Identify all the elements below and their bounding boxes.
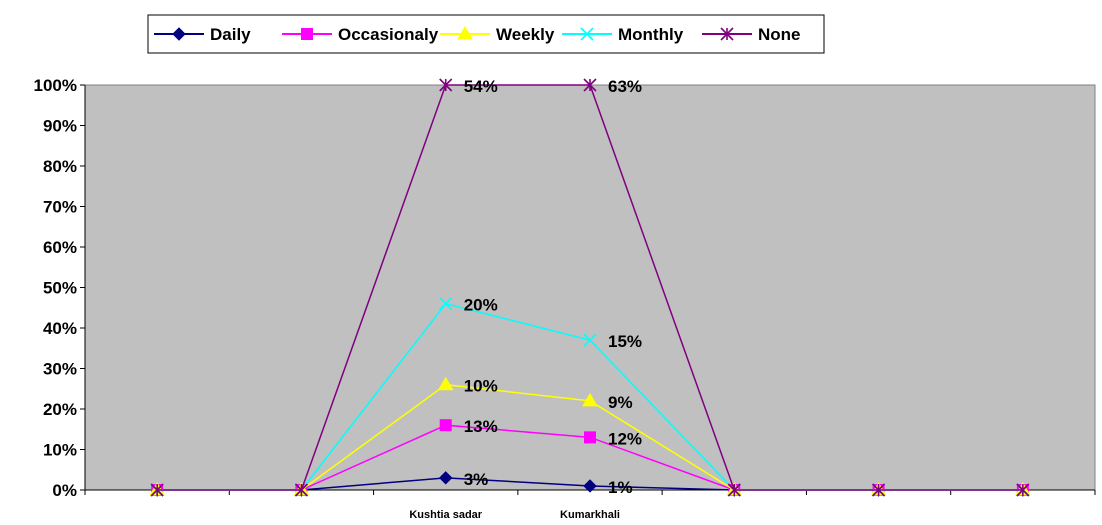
y-tick-label: 100% (34, 76, 77, 95)
x-tick-label: Kushtia sadar (409, 509, 482, 520)
data-label: 1% (608, 478, 633, 497)
y-tick-label: 0% (52, 481, 77, 500)
square-marker (301, 28, 313, 40)
data-point (583, 78, 597, 92)
data-point (294, 483, 308, 497)
data-label: 9% (608, 393, 633, 412)
y-tick-label: 90% (43, 117, 77, 136)
data-point (584, 431, 596, 444)
legend-label: None (758, 25, 801, 44)
x-tick-label: Kumarkhali (560, 509, 620, 520)
plot-area (84, 84, 1096, 491)
data-label: 63% (608, 77, 642, 96)
data-point (439, 78, 453, 92)
triangle-marker (457, 26, 473, 40)
data-point (727, 483, 741, 497)
star-marker (720, 27, 734, 41)
data-point (872, 483, 886, 497)
legend: Daily Occasionaly Weekly Monthly None (147, 14, 825, 54)
data-point (582, 392, 598, 407)
legend-item-monthly: Monthly (562, 25, 684, 44)
data-point (583, 479, 597, 493)
y-tick-label: 60% (43, 238, 77, 257)
data-label: 10% (464, 377, 498, 396)
legend-item-none: None (702, 25, 801, 44)
data-point (439, 471, 453, 485)
data-point (437, 376, 454, 391)
series-group (149, 78, 1031, 497)
data-label: 20% (464, 296, 498, 315)
y-tick-label: 50% (43, 279, 77, 298)
y-tick-label: 30% (43, 360, 77, 379)
data-point (439, 419, 452, 432)
y-tick-label: 40% (43, 319, 77, 338)
legend-item-daily: Daily (154, 25, 251, 44)
x-marker (580, 27, 594, 41)
legend-item-occasionaly: Occasionaly (282, 25, 439, 44)
x-axis: Kushtia sadar Kumarkhali (84, 489, 1096, 521)
data-point (1016, 483, 1030, 497)
legend-item-weekly: Weekly (440, 25, 555, 44)
y-tick-label: 10% (43, 441, 77, 460)
legend-label: Daily (210, 25, 251, 44)
data-point (150, 483, 164, 497)
diamond-marker (172, 27, 186, 41)
y-tick-label: 20% (43, 400, 77, 419)
legend-label: Monthly (618, 25, 684, 44)
data-labels: 3% 1% 13% 12% 10% 9% 20% 15% 54% 63% (464, 77, 642, 497)
y-tick-label: 80% (43, 157, 77, 176)
data-label: 13% (464, 417, 498, 436)
series-none (150, 78, 1030, 497)
data-point (583, 333, 597, 347)
legend-label: Occasionaly (338, 25, 439, 44)
data-point (439, 297, 453, 311)
data-label: 3% (464, 470, 489, 489)
y-axis: 0% 10% 20% 30% 40% 50% 60% 70% 80% 90% 100% (34, 76, 86, 500)
data-label: 12% (608, 429, 642, 448)
y-tick-label: 70% (43, 198, 77, 217)
data-label: 15% (608, 332, 642, 351)
legend-label: Weekly (496, 25, 555, 44)
data-label: 54% (464, 77, 498, 96)
